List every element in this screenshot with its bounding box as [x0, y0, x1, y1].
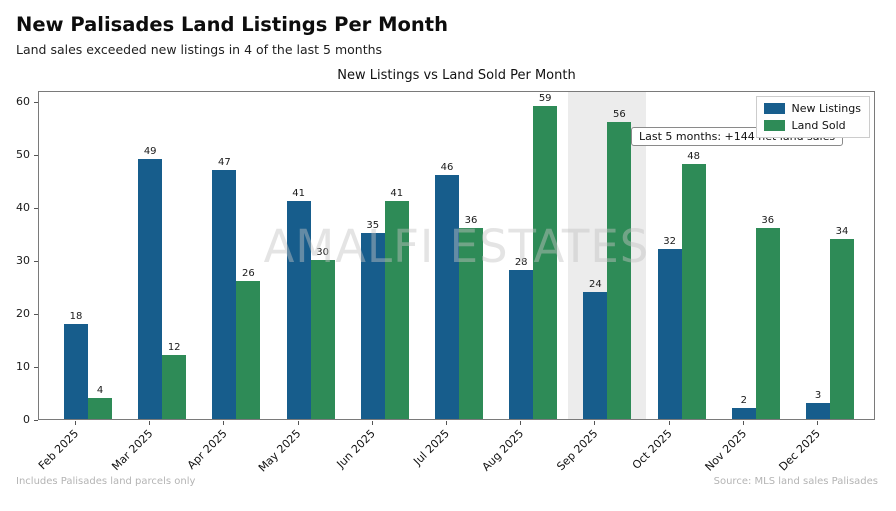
x-tick-mark: [817, 421, 818, 425]
bar-value-label: 4: [96, 384, 104, 396]
bar-value-label: 36: [761, 215, 775, 226]
y-tick-mark: [34, 260, 38, 262]
bar-value-label: 30: [316, 246, 329, 258]
bar-value-label: 56: [613, 108, 626, 120]
x-tick-mark: [742, 421, 744, 425]
y-tick-label: 20: [16, 306, 30, 320]
bar-value-label: 3: [814, 390, 822, 402]
x-tick-mark: [75, 421, 76, 425]
bar-value-label: 28: [514, 257, 528, 269]
y-tick-label: 50: [16, 147, 30, 161]
bar-value-label: 2: [740, 395, 747, 407]
bar-land-sold: [88, 397, 112, 419]
bar-new-listings: [657, 249, 682, 419]
plot-area: AMALFI ESTATES Last 5 months: +144 net l…: [38, 91, 875, 420]
bar-value-label: 49: [143, 146, 157, 157]
bar-new-listings: [583, 291, 608, 419]
x-tick-mark: [371, 421, 373, 425]
x-tick-label-text: Jul 2025: [411, 427, 453, 468]
x-tick-label-text: Oct 2025: [629, 427, 675, 472]
x-tick-label-text: Jun 2025: [334, 427, 378, 471]
y-tick-mark: [34, 420, 38, 421]
bar-land-sold: [533, 105, 558, 419]
x-tick-mark: [668, 421, 670, 425]
bar-land-sold: [310, 259, 335, 419]
y-tick-label: 30: [16, 253, 30, 267]
bar-new-listings: [435, 174, 459, 419]
bar-value-label: 32: [663, 236, 676, 248]
x-tick-label-text: Sep 2025: [554, 427, 601, 474]
bar-new-listings: [138, 159, 163, 419]
x-tick-mark: [594, 421, 596, 425]
legend-swatch-new-listings: [763, 103, 785, 114]
bar-value-label: 46: [440, 161, 454, 173]
bar-new-listings: [286, 201, 311, 419]
y-tick-label: 40: [16, 200, 30, 214]
x-tick-label-text: Apr 2025: [184, 427, 230, 472]
y-tick-mark: [34, 101, 38, 103]
y-tick-mark: [34, 313, 38, 315]
bar-value-label: 24: [589, 278, 602, 290]
bar-value-label: 34: [835, 225, 849, 237]
y-tick-mark: [34, 366, 38, 368]
x-tick-mark: [297, 421, 299, 425]
y-tick-label: 0: [23, 413, 30, 426]
bar-new-listings: [64, 323, 88, 419]
bar-new-listings: [360, 233, 385, 419]
bar-land-sold: [830, 238, 854, 419]
legend: New Listings Land Sold: [755, 96, 870, 138]
bar-value-label: 41: [292, 188, 305, 200]
bar-new-listings: [806, 403, 830, 419]
bar-new-listings: [509, 270, 534, 419]
bar-new-listings: [212, 169, 237, 419]
footer-note: Includes Palisades land parcels only: [16, 476, 196, 487]
bar-land-sold: [236, 281, 261, 419]
x-tick-mark: [149, 421, 151, 425]
y-tick-mark: [34, 154, 38, 156]
y-tick-mark: [34, 207, 38, 209]
bar-land-sold: [384, 201, 409, 419]
x-tick-mark: [223, 421, 225, 425]
footer-source: Source: MLS land sales Palisades: [713, 476, 878, 487]
page-subtitle: Land sales exceeded new listings in 4 of…: [16, 42, 383, 57]
bar-value-label: 35: [366, 220, 380, 232]
bar-land-sold: [459, 228, 483, 419]
bar-land-sold: [162, 355, 187, 419]
bar-land-sold: [607, 121, 632, 419]
y-tick-label: 60: [16, 94, 30, 108]
bar-value-label: 59: [538, 92, 552, 104]
x-tick-label-text: Feb 2025: [35, 427, 82, 473]
chart-title: New Listings vs Land Sold Per Month: [337, 68, 576, 83]
watermark: AMALFI ESTATES: [263, 220, 650, 273]
x-tick-mark: [520, 421, 522, 425]
legend-label-land-sold: Land Sold: [791, 119, 846, 132]
bar-value-label: 47: [218, 156, 231, 168]
x-tick-label-text: Mar 2025: [109, 427, 156, 474]
page-title: New Palisades Land Listings Per Month: [16, 13, 448, 36]
y-tick-label: 10: [16, 359, 30, 373]
bar-value-label: 48: [687, 151, 700, 163]
bar-value-label: 12: [167, 342, 181, 354]
x-tick-mark: [446, 421, 447, 425]
x-tick-label-text: Dec 2025: [776, 427, 824, 474]
bar-value-label: 41: [390, 188, 404, 200]
bar-land-sold: [755, 228, 780, 419]
x-tick-label-text: Nov 2025: [702, 427, 749, 474]
legend-item-new-listings: New Listings: [763, 102, 861, 115]
legend-swatch-land-sold: [763, 120, 785, 131]
bar-land-sold: [681, 164, 706, 419]
bar-value-label: 26: [242, 268, 255, 279]
legend-item-land-sold: Land Sold: [763, 119, 861, 132]
bar-value-label: 18: [69, 310, 83, 322]
bar-value-label: 36: [464, 215, 478, 226]
legend-label-new-listings: New Listings: [791, 102, 861, 115]
bar-new-listings: [731, 408, 756, 419]
x-tick-label-text: May 2025: [256, 427, 304, 475]
x-tick-label-text: Aug 2025: [479, 427, 527, 474]
